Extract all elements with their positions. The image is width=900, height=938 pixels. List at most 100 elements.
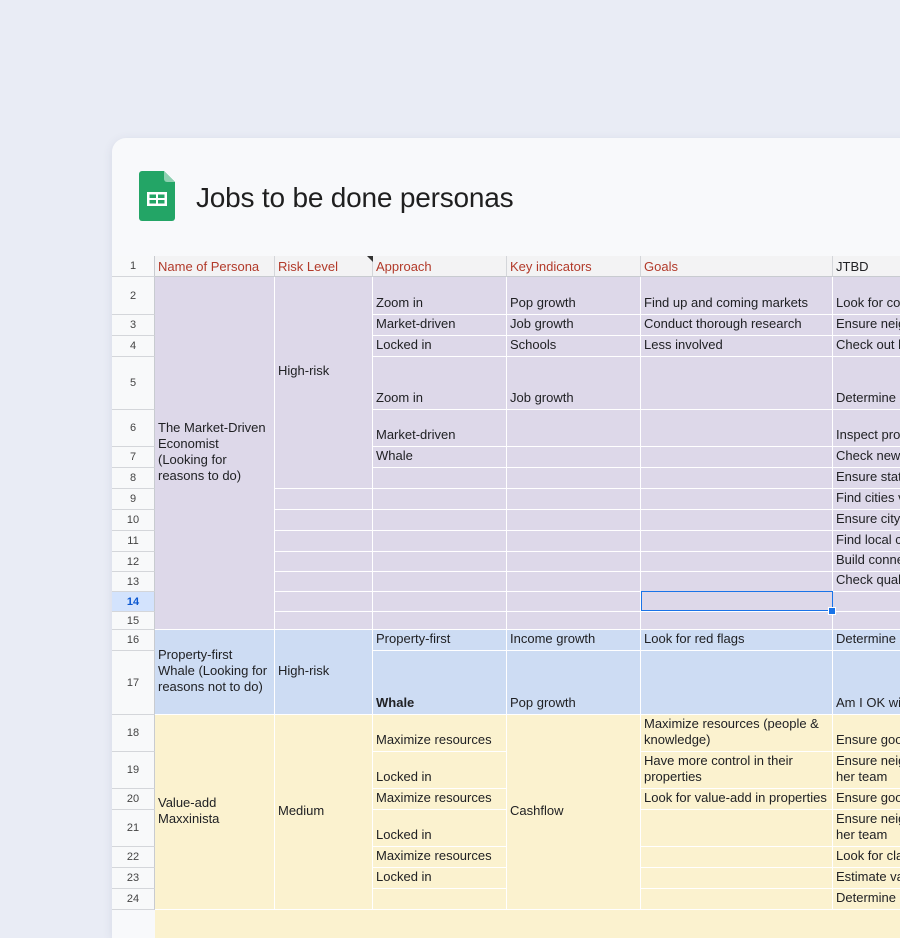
row-number[interactable]: 2 <box>112 277 155 315</box>
approach-cell[interactable]: Maximize resources <box>373 715 507 752</box>
row-number[interactable]: 8 <box>112 468 155 489</box>
empty-cell[interactable] <box>275 531 373 552</box>
approach-cell[interactable]: Property-first <box>373 630 507 651</box>
row-number[interactable]: 7 <box>112 447 155 468</box>
row-number[interactable]: 17 <box>112 651 155 715</box>
row-number[interactable]: 10 <box>112 510 155 531</box>
row-number[interactable]: 3 <box>112 315 155 336</box>
row-number[interactable]: 20 <box>112 789 155 810</box>
key-indicator-cell[interactable]: Job growth <box>507 315 641 336</box>
row-number[interactable]: 6 <box>112 410 155 447</box>
jtbd-cell[interactable]: Ensure stat <box>833 468 900 489</box>
jtbd-cell[interactable]: Ensure goo <box>833 715 900 752</box>
empty-cell[interactable] <box>641 489 833 510</box>
jtbd-cell[interactable]: Check out h <box>833 336 900 357</box>
persona-name-cell[interactable]: Value-add Maxxinista <box>155 715 275 910</box>
empty-cell[interactable] <box>373 612 507 630</box>
jtbd-cell[interactable]: Look for co <box>833 277 900 315</box>
goal-cell[interactable]: Find up and coming markets <box>641 277 833 315</box>
empty-cell[interactable] <box>275 612 373 630</box>
approach-cell[interactable]: Whale <box>373 651 507 715</box>
empty-cell[interactable] <box>507 612 641 630</box>
row-number-selected[interactable]: 14 <box>112 592 155 612</box>
empty-cell[interactable] <box>641 612 833 630</box>
empty-cell[interactable] <box>373 572 507 592</box>
jtbd-cell[interactable]: Find local c <box>833 531 900 552</box>
empty-cell[interactable] <box>373 510 507 531</box>
empty-cell[interactable] <box>275 572 373 592</box>
empty-cell[interactable] <box>373 531 507 552</box>
header-approach[interactable]: Approach <box>373 256 507 277</box>
goal-cell[interactable]: Conduct thorough research <box>641 315 833 336</box>
empty-cell[interactable] <box>373 489 507 510</box>
row-number[interactable]: 16 <box>112 630 155 651</box>
row-number[interactable]: 23 <box>112 868 155 889</box>
row-number[interactable]: 19 <box>112 752 155 789</box>
key-indicator-cell[interactable]: Schools <box>507 336 641 357</box>
empty-cell[interactable] <box>275 552 373 572</box>
row-number[interactable]: 1 <box>112 256 155 277</box>
empty-cell[interactable] <box>641 572 833 592</box>
row-number[interactable]: 18 <box>112 715 155 752</box>
empty-cell[interactable] <box>275 592 373 612</box>
document-title[interactable]: Jobs to be done personas <box>196 182 514 213</box>
goal-cell[interactable]: Look for value-add in properties <box>641 789 833 810</box>
empty-cell[interactable] <box>641 847 833 868</box>
approach-cell[interactable]: Locked in <box>373 810 507 847</box>
empty-cell[interactable] <box>373 552 507 572</box>
jtbd-cell[interactable]: Ensure neig her team <box>833 752 900 789</box>
goal-cell[interactable]: Have more control in their properties <box>641 752 833 789</box>
goal-cell[interactable]: Look for red flags <box>641 630 833 651</box>
persona-name-cell[interactable]: Property-first Whale (Looking for reason… <box>155 630 275 715</box>
risk-level-cell[interactable]: High-risk <box>275 630 373 715</box>
empty-cell[interactable] <box>641 410 833 447</box>
key-indicator-cell[interactable]: Job growth <box>507 357 641 410</box>
goal-cell[interactable]: Maximize resources (people & knowledge) <box>641 715 833 752</box>
jtbd-cell[interactable]: Ensure city' <box>833 510 900 531</box>
row-number[interactable]: 15 <box>112 612 155 630</box>
key-indicator-cell[interactable]: Pop growth <box>507 651 641 715</box>
jtbd-cell[interactable]: Check new <box>833 447 900 468</box>
empty-cell[interactable] <box>507 489 641 510</box>
approach-cell[interactable]: Locked in <box>373 336 507 357</box>
empty-cell[interactable] <box>507 572 641 592</box>
key-indicator-cell[interactable]: Income growth <box>507 630 641 651</box>
jtbd-cell[interactable]: Inspect pro <box>833 410 900 447</box>
row-number[interactable]: 4 <box>112 336 155 357</box>
approach-cell[interactable]: Maximize resources <box>373 847 507 868</box>
empty-cell[interactable] <box>641 810 833 847</box>
empty-cell[interactable] <box>507 592 641 612</box>
risk-level-cell[interactable]: High-risk <box>275 277 373 468</box>
header-risk-level[interactable]: Risk Level <box>275 256 373 277</box>
approach-cell[interactable]: Market-driven <box>373 410 507 447</box>
empty-cell[interactable] <box>641 531 833 552</box>
key-indicator-cell[interactable]: Pop growth <box>507 277 641 315</box>
empty-cell[interactable] <box>833 612 900 630</box>
empty-cell[interactable] <box>641 868 833 889</box>
empty-cell[interactable] <box>507 531 641 552</box>
empty-cell[interactable] <box>641 552 833 572</box>
sheet-grid[interactable]: 1 Name of Persona Risk Level Approach Ke… <box>112 256 900 938</box>
empty-cell[interactable] <box>275 468 373 489</box>
key-indicator-cell[interactable]: Cashflow <box>507 715 641 910</box>
risk-level-cell[interactable]: Medium <box>275 715 373 910</box>
header-goals[interactable]: Goals <box>641 256 833 277</box>
empty-cell[interactable] <box>275 510 373 531</box>
approach-cell[interactable]: Market-driven <box>373 315 507 336</box>
jtbd-cell[interactable]: Determine <box>833 630 900 651</box>
jtbd-cell[interactable]: Check quali <box>833 572 900 592</box>
fill-handle[interactable] <box>828 607 836 615</box>
approach-cell[interactable]: Maximize resources <box>373 789 507 810</box>
header-jtbd[interactable]: JTBD <box>833 256 900 277</box>
row-number[interactable]: 9 <box>112 489 155 510</box>
empty-cell[interactable] <box>275 489 373 510</box>
goal-cell[interactable]: Less involved <box>641 336 833 357</box>
row-number[interactable]: 12 <box>112 552 155 572</box>
jtbd-cell[interactable]: Am I OK wit <box>833 651 900 715</box>
header-name-of-persona[interactable]: Name of Persona <box>155 256 275 277</box>
empty-cell[interactable] <box>373 468 507 489</box>
approach-cell[interactable]: Whale <box>373 447 507 468</box>
empty-cell[interactable] <box>507 510 641 531</box>
active-cell-selection[interactable] <box>641 591 833 611</box>
empty-cell[interactable] <box>641 357 833 410</box>
